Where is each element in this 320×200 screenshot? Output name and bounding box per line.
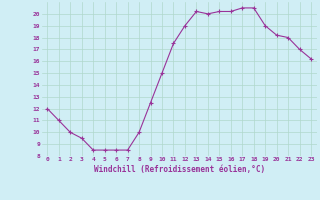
X-axis label: Windchill (Refroidissement éolien,°C): Windchill (Refroidissement éolien,°C) <box>94 165 265 174</box>
